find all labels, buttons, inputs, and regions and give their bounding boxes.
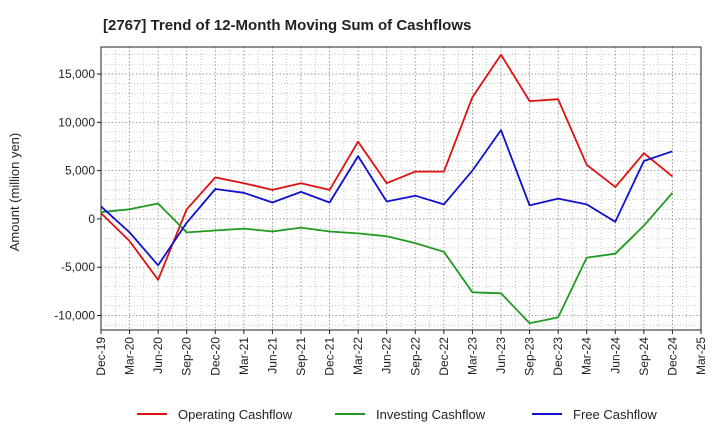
x-tick-label: Mar-20	[123, 337, 137, 375]
y-tick-label: -10,000	[54, 309, 95, 323]
y-tick-label: 15,000	[58, 67, 95, 81]
x-tick-label: Dec-24	[665, 337, 679, 376]
x-tick-labels: Dec-19 Mar-20 Jun-20 Sep-20 Dec-20 Mar-21 Jun-…	[94, 330, 708, 376]
y-tick-labels: 15,000 10,000 5,000 0 -5,000 -10,000	[54, 67, 101, 323]
y-tick-label: -5,000	[61, 260, 95, 274]
y-tick-label: 5,000	[65, 164, 95, 178]
series-line-investing-cashflow	[100, 192, 674, 325]
x-tick-label: Sep-20	[180, 337, 194, 376]
x-tick-label: Mar-25	[694, 337, 708, 375]
x-tick-label: Dec-21	[323, 337, 337, 376]
x-tick-label: Mar-23	[465, 337, 479, 375]
x-tick-label: Dec-22	[437, 337, 451, 376]
y-tick-label: 0	[88, 212, 95, 226]
chart-title: [2767] Trend of 12-Month Moving Sum of C…	[103, 17, 471, 34]
grid-lines	[100, 47, 702, 330]
x-tick-label: Mar-21	[237, 337, 251, 375]
legend-label-operating-cashflow: Operating Cashflow	[178, 407, 293, 422]
x-tick-label: Dec-19	[94, 337, 108, 376]
x-tick-label: Jun-21	[265, 337, 279, 374]
series-lines	[100, 53, 674, 325]
x-tick-label: Jun-23	[494, 337, 508, 374]
plot-frame	[100, 46, 702, 331]
x-tick-label: Sep-23	[523, 337, 537, 376]
y-tick-label: 10,000	[58, 115, 95, 129]
x-tick-label: Dec-23	[551, 337, 565, 376]
x-tick-label: Sep-24	[637, 337, 651, 376]
x-tick-label: Mar-24	[580, 337, 594, 375]
x-tick-label: Jun-22	[380, 337, 394, 374]
series-line-operating-cashflow	[100, 53, 673, 281]
y-axis-label: Amount (million yen)	[7, 133, 22, 252]
legend-label-investing-cashflow: Investing Cashflow	[376, 407, 486, 422]
x-tick-label: Sep-21	[294, 337, 308, 376]
series-line-free-cashflow	[100, 129, 673, 267]
x-tick-label: Sep-22	[408, 337, 422, 376]
legend: Operating Cashflow Investing Cashflow Free…	[137, 407, 657, 422]
x-tick-label: Mar-22	[351, 337, 365, 375]
x-tick-label: Jun-20	[151, 337, 165, 374]
x-tick-label: Dec-20	[208, 337, 222, 376]
legend-label-free-cashflow: Free Cashflow	[573, 407, 657, 422]
axes	[100, 46, 702, 331]
x-tick-label: Jun-24	[608, 337, 622, 374]
